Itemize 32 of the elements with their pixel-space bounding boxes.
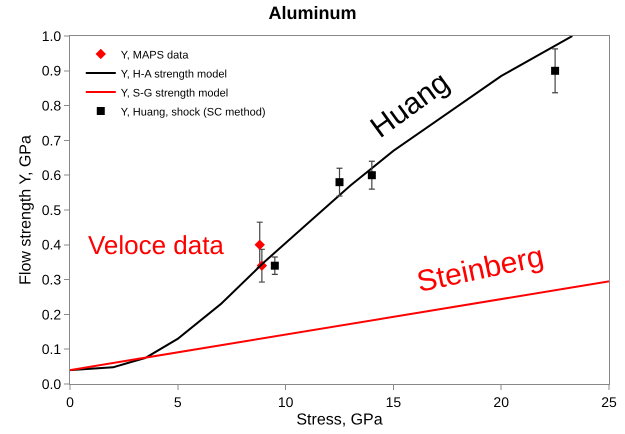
legend-label: Y, S-G strength model <box>120 87 228 100</box>
y-axis-title: Flow strength Y, GPa <box>18 135 35 285</box>
x-tick-label: 25 <box>601 394 617 410</box>
y-tick-label: 0.6 <box>42 167 62 184</box>
x-tick-label: 15 <box>386 394 402 410</box>
legend-label: Y, Huang, shock (SC method) <box>120 106 266 118</box>
x-tick-label: 20 <box>493 394 510 410</box>
point <box>368 171 376 180</box>
y-tick-label: 0.1 <box>42 341 62 358</box>
x-axis-title: Stress, GPa <box>296 412 383 428</box>
y-tick-label: 1.0 <box>42 28 62 44</box>
line-series <box>70 36 574 372</box>
legend-label: Y, MAPS data <box>120 49 190 62</box>
point <box>336 178 344 186</box>
x-tick-label: 10 <box>278 394 294 410</box>
y-tick-label: 0.0 <box>42 376 62 392</box>
point <box>254 240 265 250</box>
y-tick-label: 0.9 <box>42 62 62 79</box>
point <box>270 262 279 270</box>
y-tick-label: 0.8 <box>42 98 62 114</box>
annotation: Veloce data <box>88 230 224 260</box>
y-tick-label: 0.4 <box>42 236 62 253</box>
chart-title: Aluminum <box>268 3 356 24</box>
x-tick-label: 0 <box>66 394 74 410</box>
y-tick-label: 0.3 <box>42 272 62 288</box>
legend-label: Y, H-A strength model <box>120 68 227 80</box>
y-tick-label: 0.2 <box>42 306 62 322</box>
y-tick-label: 0.5 <box>42 202 62 218</box>
y-tick-label: 0.7 <box>42 132 62 148</box>
annotation: Steinberg <box>414 240 547 299</box>
x-tick-label: 5 <box>174 394 182 410</box>
point <box>551 66 560 75</box>
